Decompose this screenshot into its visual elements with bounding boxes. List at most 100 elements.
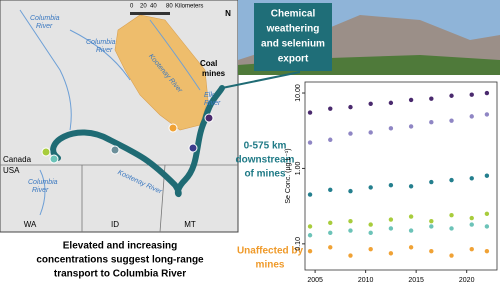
x-tick-label: 2015 (408, 277, 424, 284)
point (429, 96, 434, 101)
y-tick-label: 1.00 (295, 162, 302, 176)
site (110, 145, 120, 155)
point (368, 222, 373, 227)
point (484, 248, 490, 254)
point (328, 245, 333, 250)
state: MT (184, 220, 196, 229)
coal-label: Coal (200, 59, 217, 68)
rivers (19, 9, 201, 216)
scale-label: 0 (130, 4, 134, 10)
river-label: Columbia (30, 15, 60, 22)
scale-label: 20 (140, 4, 147, 10)
downstream-label: 0-575 km (244, 141, 287, 152)
point (484, 173, 490, 178)
point (388, 226, 394, 231)
point (408, 124, 414, 129)
point (307, 224, 313, 229)
point (484, 112, 490, 117)
point (429, 179, 434, 185)
callout-text: export (278, 54, 309, 65)
point (348, 218, 353, 224)
point (307, 248, 313, 254)
country: Canada (3, 155, 32, 164)
point (449, 118, 454, 123)
x-tick-label: 2010 (358, 277, 374, 284)
point (328, 137, 333, 142)
point (469, 114, 474, 119)
point (388, 182, 394, 188)
point (469, 246, 474, 252)
point (368, 130, 373, 135)
scale-label: 40 (150, 4, 157, 10)
point (368, 101, 373, 106)
point (449, 177, 454, 183)
conclusion: Elevated and increasing (63, 241, 178, 252)
site (41, 147, 51, 157)
point (307, 233, 313, 238)
y-axis-label: Se Conc. (µg L⁻¹) (285, 148, 292, 203)
river-label: Columbia (28, 179, 58, 186)
scale-label: 80 (166, 4, 173, 10)
point (469, 215, 474, 221)
point (348, 131, 353, 136)
point (388, 251, 394, 256)
point (328, 187, 333, 193)
river-label: River (204, 100, 221, 107)
point (484, 90, 490, 96)
point (307, 140, 313, 145)
point (429, 120, 434, 125)
state: WA (24, 220, 37, 229)
unaffected-label: Unaffected by (237, 246, 304, 257)
site (168, 123, 178, 133)
point (408, 97, 414, 103)
point (449, 226, 454, 231)
y-tick-label: 0.10 (295, 237, 302, 251)
north: N (225, 9, 231, 18)
river-label: River (32, 187, 49, 194)
point (388, 100, 394, 106)
point (429, 224, 434, 229)
point (388, 126, 394, 131)
point (449, 93, 454, 98)
callout (254, 3, 332, 71)
site (204, 113, 214, 123)
point (388, 217, 394, 222)
scale-bar (130, 12, 170, 15)
point (484, 224, 490, 229)
point (429, 248, 434, 254)
point (408, 228, 414, 233)
point (368, 230, 373, 236)
point (469, 176, 474, 181)
conclusion: transport to Columbia River (54, 269, 186, 280)
downstream-label: downstream (236, 155, 295, 166)
site (49, 154, 59, 164)
plot-frame (304, 81, 498, 271)
x-tick-label: 2005 (307, 277, 323, 284)
point (348, 253, 353, 258)
state: ID (111, 220, 119, 229)
y-tick-label: 10.00 (295, 84, 302, 102)
point (348, 228, 353, 233)
point (408, 214, 414, 219)
unaffected-label: mines (256, 260, 285, 271)
point (328, 230, 333, 236)
point (408, 184, 414, 189)
scale-label: Kilometers (175, 4, 203, 10)
point (328, 220, 333, 226)
point (469, 92, 474, 97)
callout-text: Chemical (271, 9, 316, 20)
point (429, 218, 434, 224)
callout-text: weathering (266, 24, 320, 35)
x-tick-label: 2020 (459, 277, 475, 284)
point (368, 185, 373, 190)
point (449, 253, 454, 258)
connector (221, 71, 301, 89)
point (408, 245, 414, 250)
site (188, 143, 198, 153)
point (307, 192, 313, 197)
point (484, 211, 490, 217)
river-label: Columbia (86, 39, 116, 46)
point (449, 212, 454, 218)
river-label: Elk (204, 92, 214, 99)
